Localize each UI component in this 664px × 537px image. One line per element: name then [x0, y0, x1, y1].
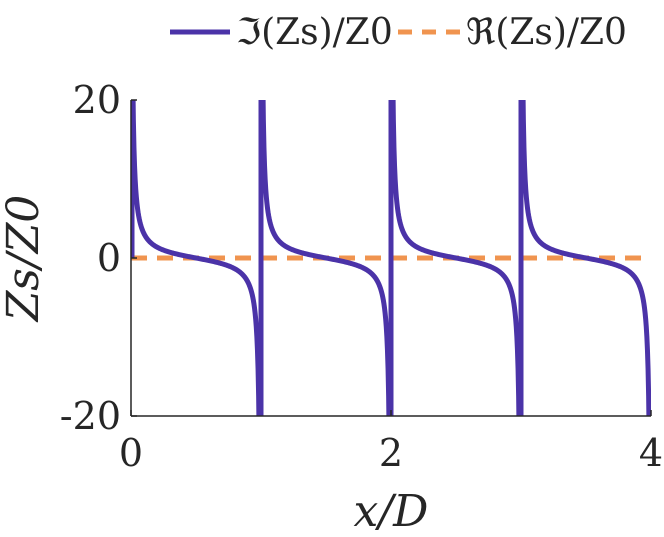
y-tick-label: 20	[73, 78, 121, 122]
legend-label-real: ℜ(Zs)/Z0	[466, 12, 627, 53]
y-tick-label: -20	[60, 394, 121, 438]
series-imag-branch	[260, 100, 392, 416]
series-imag-branch	[131, 100, 262, 416]
legend: ℑ(Zs)/Z0 ℜ(Zs)/Z0	[170, 12, 627, 53]
y-axis-label: Zs/Z0	[0, 195, 49, 324]
x-tick-label: 0	[119, 431, 143, 475]
series-imag-branch	[520, 100, 651, 416]
x-tick-label: 2	[379, 431, 403, 475]
y-tick-label: 0	[97, 236, 121, 280]
legend-label-imag: ℑ(Zs)/Z0	[236, 12, 393, 53]
x-axis-label: x/D	[354, 486, 429, 537]
series-imag-branch	[390, 100, 522, 416]
x-tick-label: 4	[639, 431, 663, 475]
